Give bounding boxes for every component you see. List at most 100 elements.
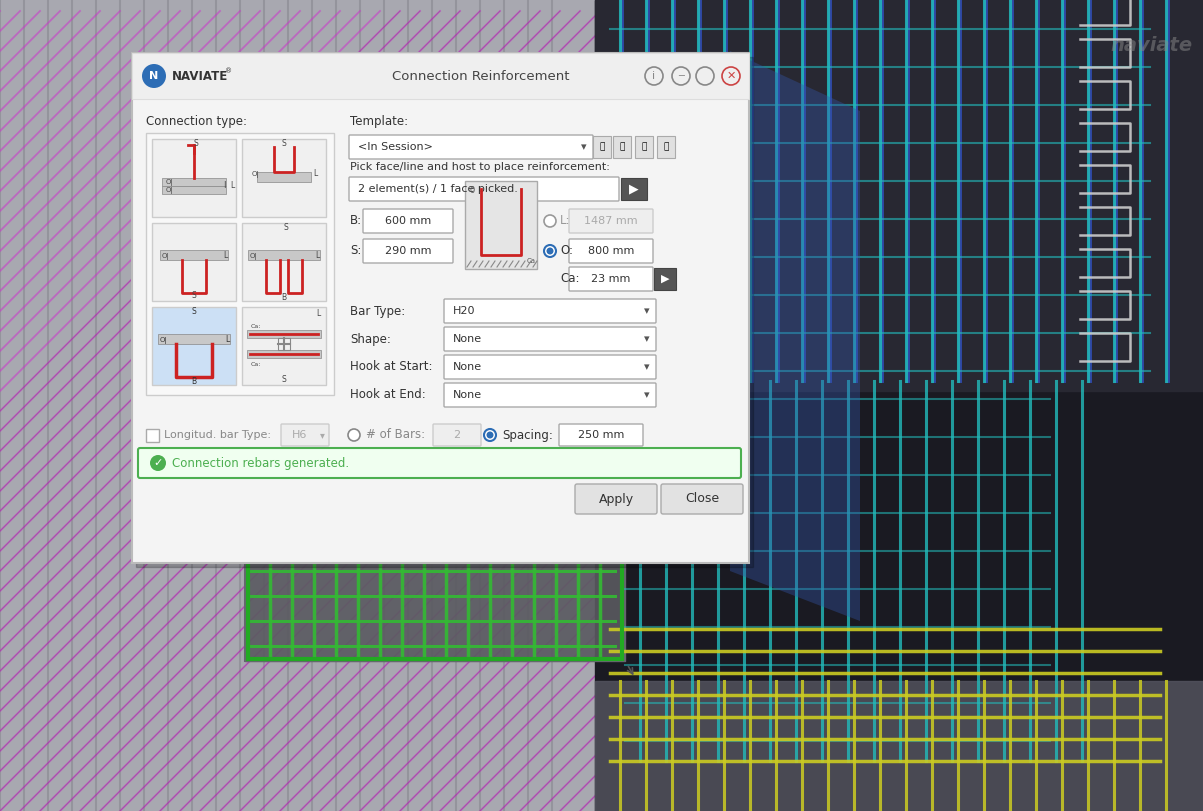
Text: Hook at Start:: Hook at Start: <box>350 361 433 374</box>
Text: S: S <box>282 139 286 148</box>
Text: 250 mm: 250 mm <box>577 430 624 440</box>
Text: B: B <box>282 293 286 302</box>
Text: NAVIATE: NAVIATE <box>172 70 229 83</box>
Text: 23 mm: 23 mm <box>592 274 630 284</box>
Text: ®: ® <box>225 68 232 74</box>
Text: None: None <box>454 334 482 344</box>
Bar <box>248 250 320 260</box>
FancyBboxPatch shape <box>569 267 653 291</box>
Text: 1487 mm: 1487 mm <box>585 216 638 226</box>
Text: L: L <box>226 336 230 345</box>
Bar <box>245 361 626 661</box>
Bar <box>152 223 236 301</box>
Text: <In Session>: <In Session> <box>358 142 433 152</box>
Text: Longitud. bar Type:: Longitud. bar Type: <box>164 430 271 440</box>
Text: ─: ─ <box>678 71 685 81</box>
Bar <box>593 136 611 158</box>
Text: Connection Reinforcement: Connection Reinforcement <box>392 70 569 83</box>
Text: 0: 0 <box>469 186 474 195</box>
Text: O|: O| <box>166 178 173 186</box>
Circle shape <box>486 431 493 439</box>
Text: Connection type:: Connection type: <box>146 114 247 127</box>
Text: 800 mm: 800 mm <box>588 246 634 256</box>
Polygon shape <box>730 51 860 621</box>
FancyBboxPatch shape <box>282 424 328 446</box>
Text: Ca:: Ca: <box>251 362 261 367</box>
Text: Ca:: Ca: <box>251 324 261 328</box>
Text: 🗑: 🗑 <box>641 143 647 152</box>
Text: Apply: Apply <box>598 492 634 505</box>
FancyBboxPatch shape <box>444 355 656 379</box>
FancyBboxPatch shape <box>444 327 656 351</box>
Text: ▾: ▾ <box>644 390 650 400</box>
Text: ✕: ✕ <box>727 71 736 81</box>
Circle shape <box>484 429 496 441</box>
Bar <box>242 307 326 385</box>
Bar <box>257 172 312 182</box>
Text: L: L <box>230 182 235 191</box>
Bar <box>162 186 226 194</box>
Circle shape <box>544 245 556 257</box>
Text: N: N <box>149 71 159 81</box>
Bar <box>132 53 749 99</box>
Text: # of Bars:: # of Bars: <box>366 428 425 441</box>
FancyBboxPatch shape <box>569 209 653 233</box>
Text: S: S <box>282 375 286 384</box>
Text: Hook at End:: Hook at End: <box>350 388 426 401</box>
Text: 600 mm: 600 mm <box>385 216 431 226</box>
Text: H6: H6 <box>292 430 308 440</box>
Circle shape <box>544 215 556 227</box>
Bar <box>614 136 632 158</box>
Circle shape <box>142 64 166 88</box>
Text: naviate: naviate <box>1110 36 1192 55</box>
Text: S: S <box>284 224 289 233</box>
FancyBboxPatch shape <box>349 135 593 159</box>
Bar <box>152 139 236 217</box>
Text: Connection rebars generated.: Connection rebars generated. <box>172 457 349 470</box>
Circle shape <box>348 429 360 441</box>
Bar <box>162 178 226 186</box>
Text: Ca:: Ca: <box>561 272 580 285</box>
Bar <box>635 136 653 158</box>
Text: L: L <box>315 251 320 260</box>
Text: ✓: ✓ <box>153 458 162 468</box>
Text: S: S <box>191 307 196 316</box>
Text: Shape:: Shape: <box>350 333 391 345</box>
Text: 2: 2 <box>454 430 461 440</box>
Text: O:: O: <box>561 244 573 258</box>
Text: O|: O| <box>160 337 167 344</box>
Text: O|: O| <box>250 252 257 260</box>
Text: I: I <box>224 182 226 191</box>
FancyBboxPatch shape <box>363 209 454 233</box>
Text: ▾: ▾ <box>644 362 650 372</box>
Circle shape <box>546 247 553 255</box>
Bar <box>595 0 1203 811</box>
FancyBboxPatch shape <box>349 177 620 201</box>
Bar <box>595 0 1203 391</box>
Text: ▶: ▶ <box>660 274 669 284</box>
Bar <box>242 223 326 301</box>
FancyBboxPatch shape <box>569 239 653 263</box>
Text: ▾: ▾ <box>644 306 650 316</box>
FancyBboxPatch shape <box>444 299 656 323</box>
FancyBboxPatch shape <box>444 383 656 407</box>
Text: L:: L: <box>561 214 570 228</box>
Bar <box>158 334 230 344</box>
Bar <box>621 178 647 200</box>
Text: L: L <box>316 308 320 317</box>
Text: B:: B: <box>350 214 362 228</box>
Bar <box>247 330 321 338</box>
Text: 📋: 📋 <box>663 143 669 152</box>
Text: 290 mm: 290 mm <box>385 246 431 256</box>
Bar <box>146 429 159 442</box>
Text: H20: H20 <box>454 306 475 316</box>
Text: Spacing:: Spacing: <box>502 428 553 441</box>
Bar <box>247 350 321 358</box>
Text: L: L <box>314 169 318 178</box>
FancyBboxPatch shape <box>559 424 642 446</box>
Text: None: None <box>454 390 482 400</box>
Bar <box>595 681 1203 811</box>
Text: None: None <box>454 362 482 372</box>
Text: Template:: Template: <box>350 114 408 127</box>
Text: O|: O| <box>162 252 170 260</box>
